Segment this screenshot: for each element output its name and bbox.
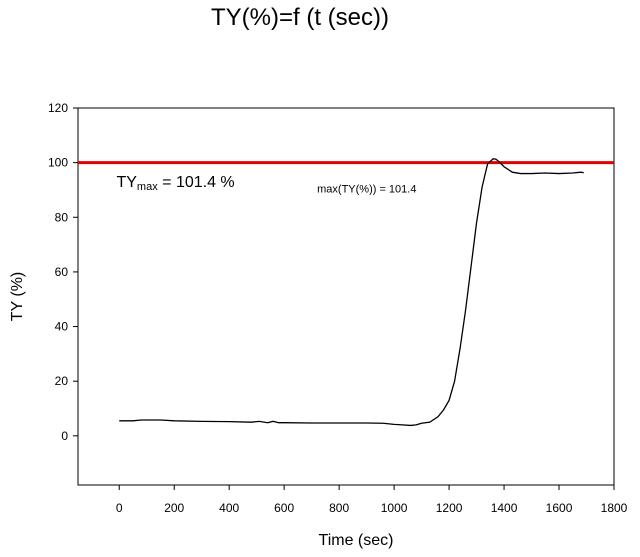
y-tick-label: 0 [61, 429, 68, 443]
y-tick-label: 80 [55, 210, 69, 224]
series-line [119, 158, 584, 427]
y-axis: 0 20 40 60 80 100 120 [48, 101, 78, 443]
x-axis-title: Time (sec) [319, 532, 394, 549]
annotation-tymax-value: = 101.4 % [158, 174, 235, 191]
x-tick-label: 1800 [601, 501, 628, 515]
annotation-tymax-subscript: max [137, 181, 158, 193]
annotation-max-formula: max(TY(%)) = 101.4 [317, 184, 416, 196]
y-tick-label: 40 [55, 320, 69, 334]
x-tick-label: 1600 [546, 501, 573, 515]
y-tick-label: 20 [55, 374, 69, 388]
x-tick-label: 1400 [491, 501, 518, 515]
y-axis-title: TY (%) [9, 272, 26, 321]
page-title: TY(%)=f (t (sec)) [211, 4, 389, 31]
x-tick-label: 400 [219, 501, 239, 515]
x-tick-label: 600 [274, 501, 294, 515]
plot-frame [77, 107, 615, 486]
y-tick-label: 120 [48, 101, 68, 115]
y-tick-label: 60 [55, 265, 69, 279]
x-tick-label: 800 [329, 501, 349, 515]
x-tick-label: 200 [164, 501, 184, 515]
x-tick-label: 1200 [436, 501, 463, 515]
x-tick-label: 1000 [381, 501, 408, 515]
annotation-tymax-main: TY [116, 174, 137, 191]
annotation-tymax: TYmax = 101.4 % [116, 174, 234, 193]
y-tick-label: 100 [48, 156, 68, 170]
x-axis: 0 200 400 600 800 1000 1200 1400 1600 1800 [116, 485, 628, 515]
x-tick-label: 0 [116, 501, 123, 515]
